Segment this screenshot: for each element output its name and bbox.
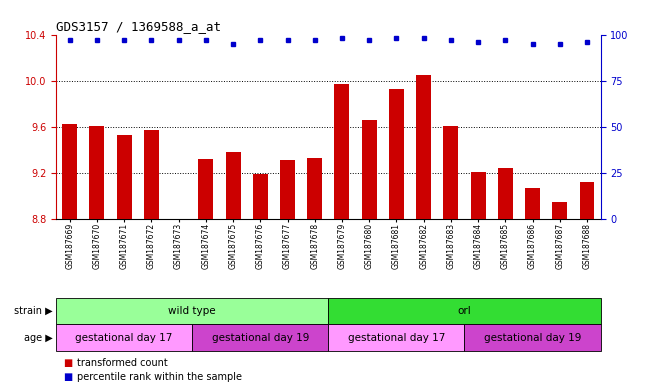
Text: wild type: wild type [168, 306, 216, 316]
Bar [552, 202, 567, 219]
Bar [498, 168, 513, 219]
Text: gestational day 17: gestational day 17 [75, 333, 173, 343]
Bar [117, 135, 131, 219]
Text: strain ▶: strain ▶ [14, 306, 53, 316]
Bar [280, 160, 295, 219]
Bar [525, 188, 540, 219]
Bar [362, 120, 377, 219]
Bar [90, 126, 104, 219]
Text: age ▶: age ▶ [24, 333, 53, 343]
Text: gestational day 19: gestational day 19 [484, 333, 581, 343]
Text: ■: ■ [63, 372, 72, 382]
Bar [308, 158, 322, 219]
Bar [226, 152, 240, 219]
Bar [335, 84, 349, 219]
Bar [389, 89, 404, 219]
Text: ■: ■ [63, 358, 72, 368]
Text: orl: orl [457, 306, 471, 316]
Bar [444, 126, 458, 219]
Text: percentile rank within the sample: percentile rank within the sample [77, 372, 242, 382]
Bar [62, 124, 77, 219]
Bar [199, 159, 213, 219]
Text: gestational day 17: gestational day 17 [348, 333, 445, 343]
Bar [253, 174, 268, 219]
Text: GDS3157 / 1369588_a_at: GDS3157 / 1369588_a_at [56, 20, 221, 33]
Bar [144, 130, 159, 219]
Bar [471, 172, 486, 219]
Text: gestational day 19: gestational day 19 [212, 333, 309, 343]
Text: transformed count: transformed count [77, 358, 168, 368]
Bar [579, 182, 595, 219]
Bar [416, 75, 431, 219]
